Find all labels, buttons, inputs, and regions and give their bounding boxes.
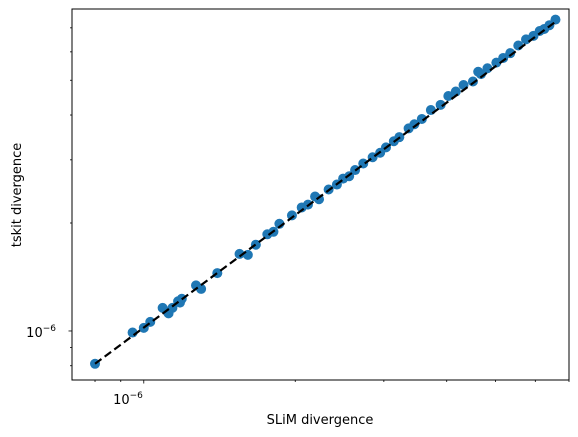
data-point bbox=[482, 63, 493, 74]
data-point bbox=[521, 34, 532, 45]
axis-ticks bbox=[68, 27, 570, 384]
y-tick-label: 10−6 bbox=[26, 324, 56, 341]
data-point bbox=[435, 99, 446, 110]
plot-frame bbox=[71, 8, 570, 381]
data-point bbox=[286, 210, 297, 221]
x-tick-label: 10−6 bbox=[113, 391, 143, 408]
data-point bbox=[242, 249, 253, 260]
data-point bbox=[498, 52, 509, 63]
data-point bbox=[196, 283, 207, 294]
data-point bbox=[409, 119, 420, 130]
data-point bbox=[505, 48, 516, 59]
x-axis-label: SLiM divergence bbox=[267, 413, 374, 428]
data-point bbox=[425, 105, 436, 116]
data-point bbox=[416, 113, 427, 124]
data-point bbox=[550, 14, 561, 25]
data-point bbox=[443, 90, 454, 101]
data-point bbox=[234, 248, 245, 259]
y-axis-label: tskit divergence bbox=[10, 143, 25, 248]
data-point bbox=[450, 86, 461, 97]
data-point bbox=[476, 69, 487, 80]
